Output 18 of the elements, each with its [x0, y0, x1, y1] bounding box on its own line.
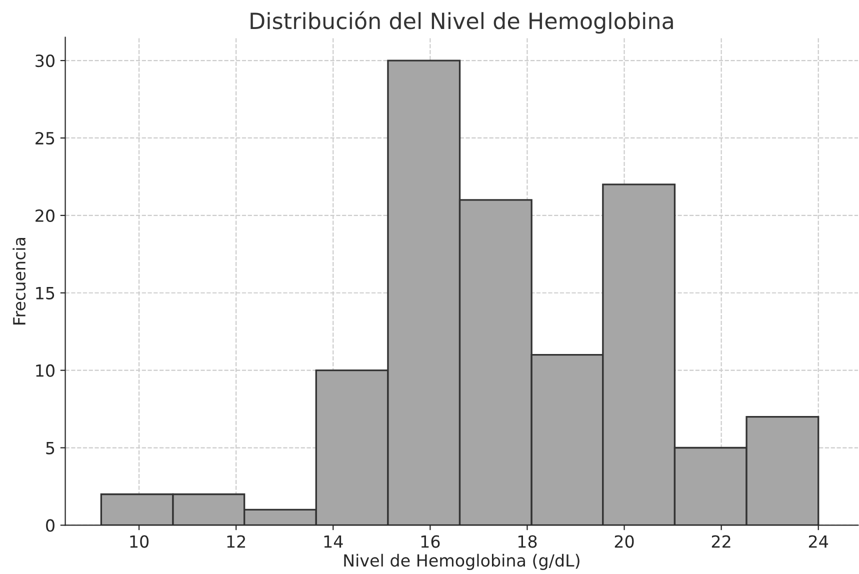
y-tick-label: 10 [36, 364, 54, 377]
x-tick-label: 10 [130, 535, 149, 548]
y-axis-title: Frecuencia [12, 238, 26, 324]
x-tick-label: 14 [324, 535, 343, 548]
chart-title: Distribución del Nivel de Hemoglobina [250, 11, 673, 34]
y-tick-label: 20 [36, 209, 54, 222]
y-tick-label: 5 [46, 442, 54, 454]
x-axis-title: Nivel de Hemoglobina (g/dL) [344, 554, 580, 570]
y-tick-label: 25 [36, 132, 54, 145]
x-tick-label: 12 [227, 535, 246, 548]
x-tick-label: 24 [808, 535, 828, 548]
y-tick-label: 0 [46, 519, 54, 532]
x-tick-label: 20 [614, 535, 634, 548]
x-tick-label: 16 [421, 535, 440, 548]
x-tick-label: 22 [712, 535, 730, 548]
y-tick-label: 30 [36, 54, 54, 68]
y-tick-label: 15 [36, 287, 54, 300]
x-tick-label: 18 [518, 535, 537, 548]
